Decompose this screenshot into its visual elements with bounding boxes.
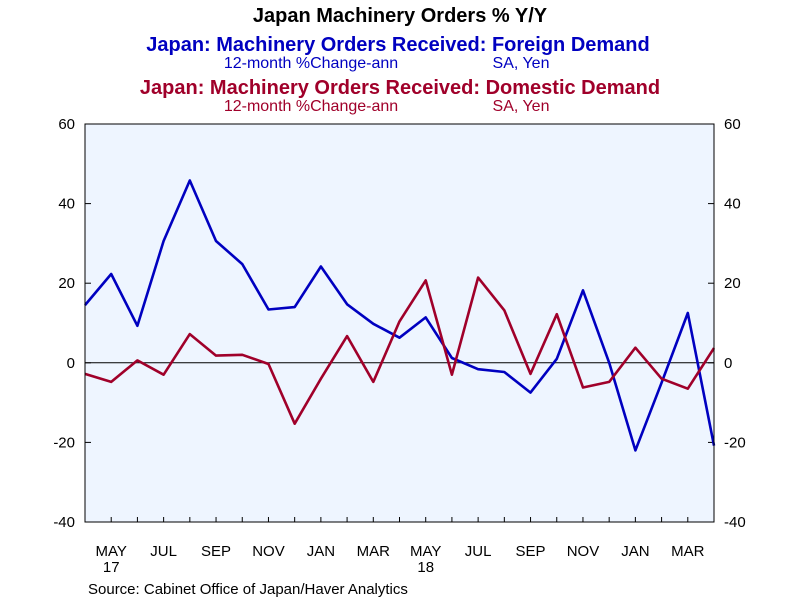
y-tick-label-right: 40 xyxy=(724,196,741,213)
y-tick-label-left: 20 xyxy=(58,275,75,292)
y-axis-right: -40 -20 0 20 40 60 xyxy=(708,116,746,531)
x-tick-label: MAR xyxy=(671,543,705,560)
y-tick-label-right: 0 xyxy=(724,355,732,372)
y-tick-label-right: 20 xyxy=(724,275,741,292)
plot-frame xyxy=(84,123,715,523)
series-line-foreign-demand xyxy=(84,179,716,452)
y-tick-label-right: -40 xyxy=(724,514,746,531)
y-tick-label-right: 60 xyxy=(724,116,741,133)
x-tick-label: MAY xyxy=(410,543,441,560)
y-axis-left: -40 -20 0 20 40 60 xyxy=(53,116,91,531)
y-tick-label-left: 60 xyxy=(58,116,75,133)
x-year-label: 18 xyxy=(417,559,434,576)
x-tick-label: NOV xyxy=(567,543,600,560)
y-tick-label-left: -40 xyxy=(53,514,75,531)
y-tick-label-right: -20 xyxy=(724,434,746,451)
series-subtitle-foreign-measure: 12-month %Change-ann xyxy=(224,55,398,72)
series-title-domestic: Japan: Machinery Orders Received: Domest… xyxy=(140,77,660,99)
x-tick-label: NOV xyxy=(252,543,285,560)
x-tick-label: JAN xyxy=(307,543,335,560)
y-tick-label-left: 0 xyxy=(67,355,75,372)
x-year-label: 17 xyxy=(103,559,120,576)
x-tick-label: JUL xyxy=(465,543,492,560)
x-tick-label: MAY xyxy=(96,543,127,560)
x-axis: MAY JUL SEP NOV JAN MAR MAY JUL SEP NOV JAN MAR 17 18 xyxy=(84,517,715,576)
series-subtitle-domestic-units: SA, Yen xyxy=(493,98,550,115)
x-tick-label: SEP xyxy=(201,543,231,560)
x-tick-label: JUL xyxy=(150,543,177,560)
source-note: Source: Cabinet Office of Japan/Haver An… xyxy=(88,581,408,598)
series-subtitle-foreign-units: SA, Yen xyxy=(493,55,550,72)
chart-title: Japan Machinery Orders % Y/Y xyxy=(253,5,548,27)
series-title-foreign: Japan: Machinery Orders Received: Foreig… xyxy=(146,34,650,56)
x-tick-label: MAR xyxy=(357,543,391,560)
y-tick-label-left: 40 xyxy=(58,196,75,213)
x-tick-label: SEP xyxy=(516,543,546,560)
x-tick-label: JAN xyxy=(621,543,649,560)
series-subtitle-domestic-measure: 12-month %Change-ann xyxy=(224,98,398,115)
series-layer xyxy=(84,179,716,452)
series-line-domestic-demand xyxy=(84,276,716,426)
y-tick-label-left: -20 xyxy=(53,434,75,451)
